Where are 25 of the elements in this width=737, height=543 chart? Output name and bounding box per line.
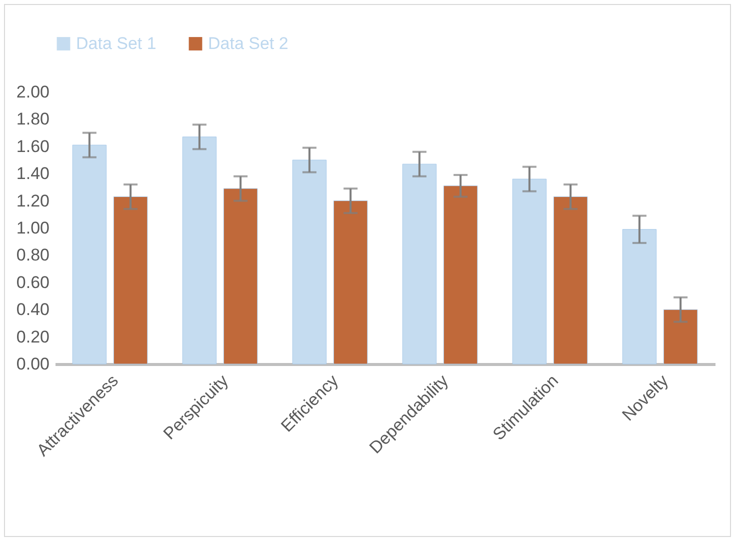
y-tick-label: 1.80 bbox=[16, 110, 50, 129]
y-tick-label: 0.60 bbox=[16, 272, 50, 292]
bar bbox=[402, 164, 437, 364]
y-tick-label: 0.80 bbox=[16, 246, 50, 265]
y-tick-label: 0.00 bbox=[16, 354, 50, 374]
y-tick-label: 1.20 bbox=[16, 191, 50, 210]
y-tick-label: 1.40 bbox=[16, 164, 50, 184]
y-tick-label: 1.00 bbox=[16, 218, 50, 238]
bar bbox=[182, 136, 217, 364]
bar bbox=[72, 144, 107, 364]
y-tick-label: 0.20 bbox=[16, 327, 50, 346]
legend-label: Data Set 2 bbox=[208, 34, 288, 53]
bar bbox=[553, 196, 588, 364]
bar bbox=[113, 196, 148, 364]
bar bbox=[223, 188, 258, 364]
bar bbox=[333, 200, 368, 364]
y-tick-label: 0.40 bbox=[16, 300, 50, 320]
legend-label: Data Set 1 bbox=[76, 34, 156, 53]
y-tick-label: 1.60 bbox=[16, 136, 50, 156]
bar bbox=[663, 309, 698, 364]
bar bbox=[292, 160, 327, 364]
y-tick-label: 2.00 bbox=[16, 82, 50, 102]
bar bbox=[622, 229, 657, 364]
bar bbox=[443, 186, 478, 364]
bar bbox=[512, 178, 547, 364]
